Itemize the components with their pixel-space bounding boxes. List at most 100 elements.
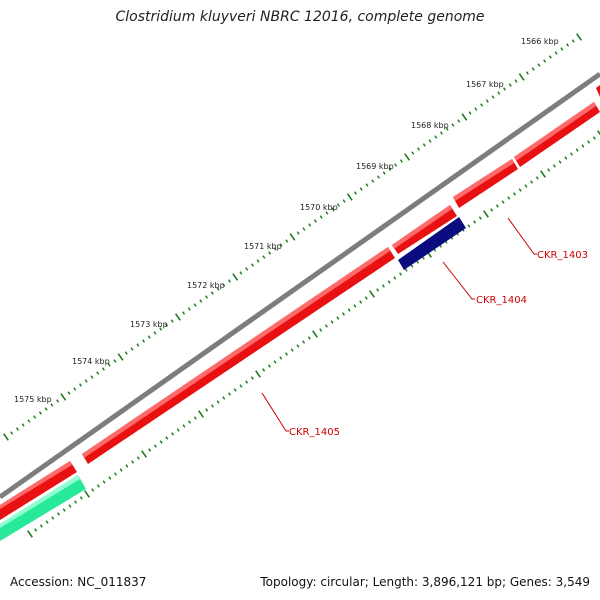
scale-ticks-inner xyxy=(27,130,600,538)
scale-tick-minor xyxy=(84,379,88,383)
scale-tick-minor xyxy=(445,127,449,131)
scale-tick-major xyxy=(117,353,124,361)
scale-tick-minor xyxy=(15,427,19,431)
scale-tick-minor xyxy=(142,339,145,343)
scale-tick-minor xyxy=(285,239,289,243)
scale-tick-minor xyxy=(558,160,562,164)
gene-label-ckr-1403[interactable]: CKR_1403 xyxy=(507,217,588,261)
scale-tick-minor xyxy=(411,151,415,155)
scale-tick-minor xyxy=(193,303,197,307)
scale-tick-minor xyxy=(393,276,397,280)
scale-tick-minor xyxy=(388,167,392,171)
scale-tick-minor xyxy=(308,223,312,227)
gene-segment-right-red[interactable] xyxy=(514,85,600,167)
gene-segment-left-red[interactable] xyxy=(0,461,77,520)
scale-tick-major xyxy=(540,170,546,178)
gene-label-ckr-1405[interactable]: CKR_1405 xyxy=(261,392,340,438)
scale-tick-minor xyxy=(250,376,254,380)
scale-tick-minor xyxy=(210,404,214,408)
scale-tick-minor xyxy=(273,247,277,251)
scale-tick-minor xyxy=(564,156,568,160)
scale-tick-minor xyxy=(228,279,231,283)
scale-tick-minor xyxy=(107,363,111,367)
scale-tick-minor xyxy=(239,271,243,275)
scale-tick-minor xyxy=(478,216,482,220)
scale-label: 1572 kbp xyxy=(187,281,225,290)
scale-tick-minor xyxy=(404,268,408,272)
scale-tick-minor xyxy=(27,419,31,423)
gene-ckr-1403[interactable] xyxy=(453,159,518,208)
scale-tick-minor xyxy=(250,263,254,267)
scale-tick-minor xyxy=(290,348,294,352)
scale-tick-minor xyxy=(90,375,94,379)
scale-tick-minor xyxy=(524,184,528,188)
scale-tick-minor xyxy=(473,220,477,224)
scale-tick-minor xyxy=(336,203,340,207)
scale-tick-major xyxy=(597,130,600,136)
scale-tick-minor xyxy=(73,387,77,391)
scale-tick-minor xyxy=(371,179,375,183)
scale-tick-major xyxy=(576,33,582,41)
scale-tick-minor xyxy=(342,199,346,203)
scale-tick-major xyxy=(3,433,9,441)
scale-tick-major xyxy=(84,490,90,498)
scale-tick-minor xyxy=(296,344,300,348)
scale-tick-minor xyxy=(239,384,243,388)
scale-tick-minor xyxy=(566,43,570,47)
scale-tick-minor xyxy=(171,432,174,436)
scale-tick-minor xyxy=(96,484,100,488)
scale-tick-minor xyxy=(62,508,66,512)
scale-tick-minor xyxy=(417,147,421,151)
scale-tick-minor xyxy=(210,291,214,295)
scale-tick-minor xyxy=(125,464,129,468)
scale-tick-minor xyxy=(491,95,495,99)
gene-ckr-1405[interactable] xyxy=(82,247,395,464)
scale-tick-minor xyxy=(187,307,191,311)
scale-tick-minor xyxy=(497,91,501,95)
scale-tick-minor xyxy=(422,143,426,147)
scale-label: 1567 kbp xyxy=(466,80,504,89)
scale-tick-minor xyxy=(136,343,140,347)
scale-tick-major xyxy=(198,410,204,418)
scale-tick-minor xyxy=(382,171,386,175)
scale-tick-minor xyxy=(136,456,140,460)
scale-tick-minor xyxy=(165,436,169,440)
scale-tick-minor xyxy=(485,99,489,103)
scale-tick-minor xyxy=(394,163,398,167)
scale-tick-minor xyxy=(474,107,478,111)
gene-ckr-1404[interactable] xyxy=(398,217,466,270)
gene-segment-left-teal[interactable] xyxy=(0,475,86,541)
scale-tick-minor xyxy=(503,87,506,91)
scale-tick-major xyxy=(346,193,353,201)
scale-tick-minor xyxy=(170,319,174,323)
scale-tick-minor xyxy=(279,243,283,247)
scale-label: 1570 kbp xyxy=(300,203,338,212)
gene-segment-mid-red[interactable] xyxy=(392,205,457,254)
scale-tick-minor xyxy=(102,480,106,484)
scale-tick-minor xyxy=(359,187,363,191)
scale-tick-minor xyxy=(507,196,511,200)
scale-tick-minor xyxy=(319,215,323,219)
scale-tick-minor xyxy=(376,175,380,179)
scale-tick-minor xyxy=(279,356,283,360)
gene-label-text: CKR_1404 xyxy=(476,295,527,306)
scale-tick-minor xyxy=(51,516,55,520)
scale-tick-minor xyxy=(216,287,220,291)
gene-label-ckr-1404[interactable]: CKR_1404 xyxy=(442,261,527,306)
scale-tick-minor xyxy=(256,259,260,263)
scale-tick-minor xyxy=(216,400,220,404)
scale-tick-minor xyxy=(440,131,443,135)
scale-tick-minor xyxy=(205,408,209,412)
scale-tick-minor xyxy=(164,323,168,327)
scale-tick-minor xyxy=(571,39,575,43)
scale-tick-minor xyxy=(364,296,368,300)
scale-tick-minor xyxy=(130,347,134,351)
scale-tick-minor xyxy=(330,320,334,324)
scale-tick-minor xyxy=(307,336,311,340)
scale-tick-major xyxy=(404,153,411,161)
scale-tick-minor xyxy=(376,288,380,292)
scale-tick-minor xyxy=(514,79,518,83)
scale-tick-minor xyxy=(543,59,547,63)
scale-label: 1573 kbp xyxy=(130,320,168,329)
scale-tick-minor xyxy=(302,340,306,344)
